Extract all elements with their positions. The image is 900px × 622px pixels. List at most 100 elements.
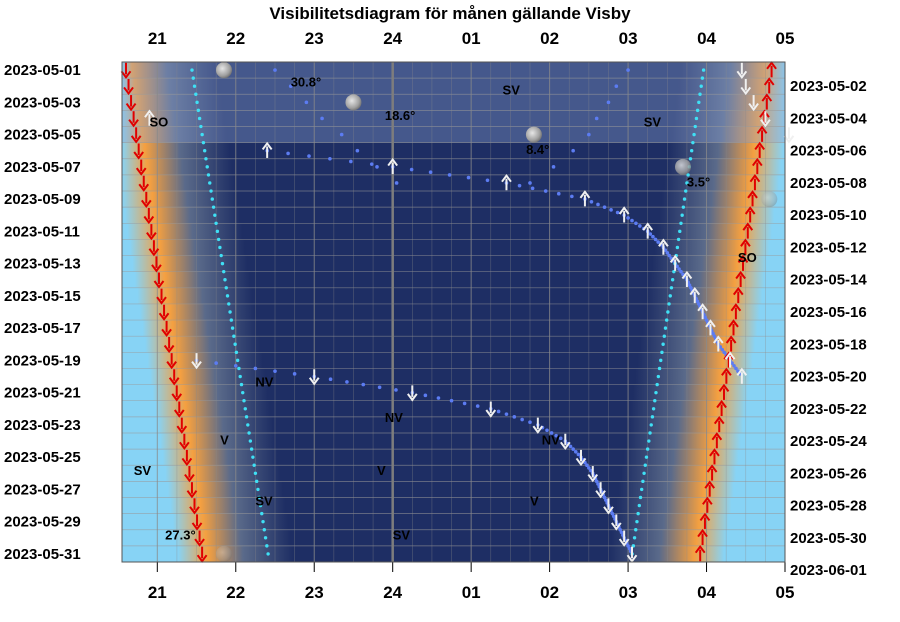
sky-row <box>122 62 785 79</box>
date-label-left: 2023-05-05 <box>4 127 81 144</box>
sunset-arrow-head <box>120 70 132 79</box>
chart-title: Visibilitetsdiagram för månen gällande V… <box>269 4 631 23</box>
moonset-arrow-head <box>575 457 587 467</box>
transit-track-dot <box>288 84 293 88</box>
moonrise-track-dot <box>517 183 522 188</box>
dusk-track-dot <box>202 149 207 153</box>
sunrise-arrow <box>744 206 756 223</box>
moonset-arrow-head <box>760 119 771 128</box>
dawn-track-dot <box>664 318 669 322</box>
plot-frame <box>121 61 786 563</box>
dawn-track-dot <box>641 479 645 484</box>
hour-label-top: 22 <box>226 29 245 48</box>
dawn-track-dot <box>649 423 653 427</box>
moonset-arrow <box>575 449 587 467</box>
moonset-arrow-head <box>626 554 638 563</box>
moonset-track-dot <box>394 388 398 392</box>
moonset-track-dot <box>233 363 238 368</box>
moonset-arrow <box>740 78 752 96</box>
dusk-track-dot <box>235 358 240 363</box>
dusk-track-dot <box>248 439 253 443</box>
hour-label-bottom: 04 <box>697 583 716 602</box>
sunset-arrow <box>184 466 195 483</box>
dusk-track-dot <box>190 68 194 72</box>
dawn-track-dot <box>660 350 664 355</box>
sunset-arrow-head <box>133 151 144 160</box>
sunset-arrow-head <box>173 409 185 418</box>
sunrise-arrow-head <box>713 415 725 425</box>
transit-track-dot <box>375 165 379 169</box>
dusk-track-dot <box>201 140 206 145</box>
sunset-arrow <box>135 159 147 176</box>
moonset-arrow <box>485 401 497 418</box>
dusk-track-dot <box>192 84 197 88</box>
moonrise-track-dot <box>638 224 642 228</box>
sky-row <box>122 368 785 386</box>
dawn-track-dot <box>654 390 658 395</box>
sunset-arrow-head <box>171 393 183 402</box>
moonrise-arrow-head <box>724 351 736 360</box>
sunrise-arrow <box>725 335 737 352</box>
sunrise-arrow-head <box>721 367 732 376</box>
moonset-track-dot <box>545 428 549 433</box>
sky-row <box>122 223 785 241</box>
dusk-track-dot <box>229 318 234 322</box>
sky-row <box>122 449 785 466</box>
sunrise-arrow-head <box>694 545 706 554</box>
moonrise-arrow <box>387 157 398 175</box>
direction-label: SV <box>255 494 273 509</box>
direction-label: SV <box>644 115 662 130</box>
dawn-track-dot <box>644 455 649 459</box>
date-label-right: 2023-05-06 <box>790 143 867 160</box>
dawn-track-dot <box>643 463 647 467</box>
dusk-track-dot <box>262 528 267 532</box>
sunset-arrow-head <box>163 344 175 354</box>
transit-track-dot <box>394 181 399 185</box>
moon-icon <box>216 62 232 79</box>
date-label-right: 2023-05-30 <box>790 530 867 547</box>
dusk-track-dot <box>214 221 218 225</box>
dusk-track-dot <box>247 431 251 435</box>
sunset-arrow <box>171 385 183 402</box>
moonrise-track-dot <box>286 151 290 156</box>
dusk-track-dot <box>224 286 228 290</box>
moonrise-arrow <box>261 141 273 158</box>
dawn-track-dot <box>689 149 694 153</box>
moonrise-track-dot <box>663 248 668 252</box>
hour-label-top: 04 <box>697 29 716 48</box>
moonset-track-dot <box>361 382 366 387</box>
sunrise-arrow <box>704 480 716 497</box>
sunset-arrow-head <box>176 425 188 434</box>
transit-track-dot <box>339 132 344 137</box>
moonrise-track-dot <box>675 264 679 269</box>
moon-icon <box>675 158 691 175</box>
date-label-left: 2023-05-23 <box>4 417 81 434</box>
moonrise-track-dot <box>615 210 620 215</box>
moonrise-track-dot <box>307 154 311 158</box>
dawn-track-dot <box>695 108 700 113</box>
sunrise-arrow-head <box>711 432 723 441</box>
sunset-arrow <box>189 498 200 515</box>
sunset-arrow-head <box>158 312 170 321</box>
sunset-arrow <box>133 143 144 160</box>
dawn-track-dot <box>701 68 706 72</box>
sky-row <box>122 287 785 305</box>
dawn-track-dot <box>656 374 661 379</box>
sunrise-arrow-head <box>752 157 763 167</box>
moonset-arrow <box>611 514 622 531</box>
sunset-arrow-head <box>123 86 134 96</box>
moonrise-arrow <box>681 270 693 287</box>
date-label-left: 2023-05-27 <box>4 481 81 498</box>
dawn-track-dot <box>684 189 688 193</box>
sunrise-arrow-head <box>740 238 751 247</box>
sunset-arrow <box>148 240 160 257</box>
dusk-track-dot <box>238 374 242 379</box>
sunset-arrow <box>194 530 205 547</box>
dusk-track-dot <box>196 108 201 113</box>
moonrise-track-dot <box>570 194 574 199</box>
moonset-track-dot <box>273 369 277 373</box>
moonrise-track-dot <box>630 218 634 223</box>
sunset-arrow-head <box>151 264 162 273</box>
moonrise-track-dot <box>409 167 414 172</box>
moonset-track-dot <box>558 436 563 441</box>
